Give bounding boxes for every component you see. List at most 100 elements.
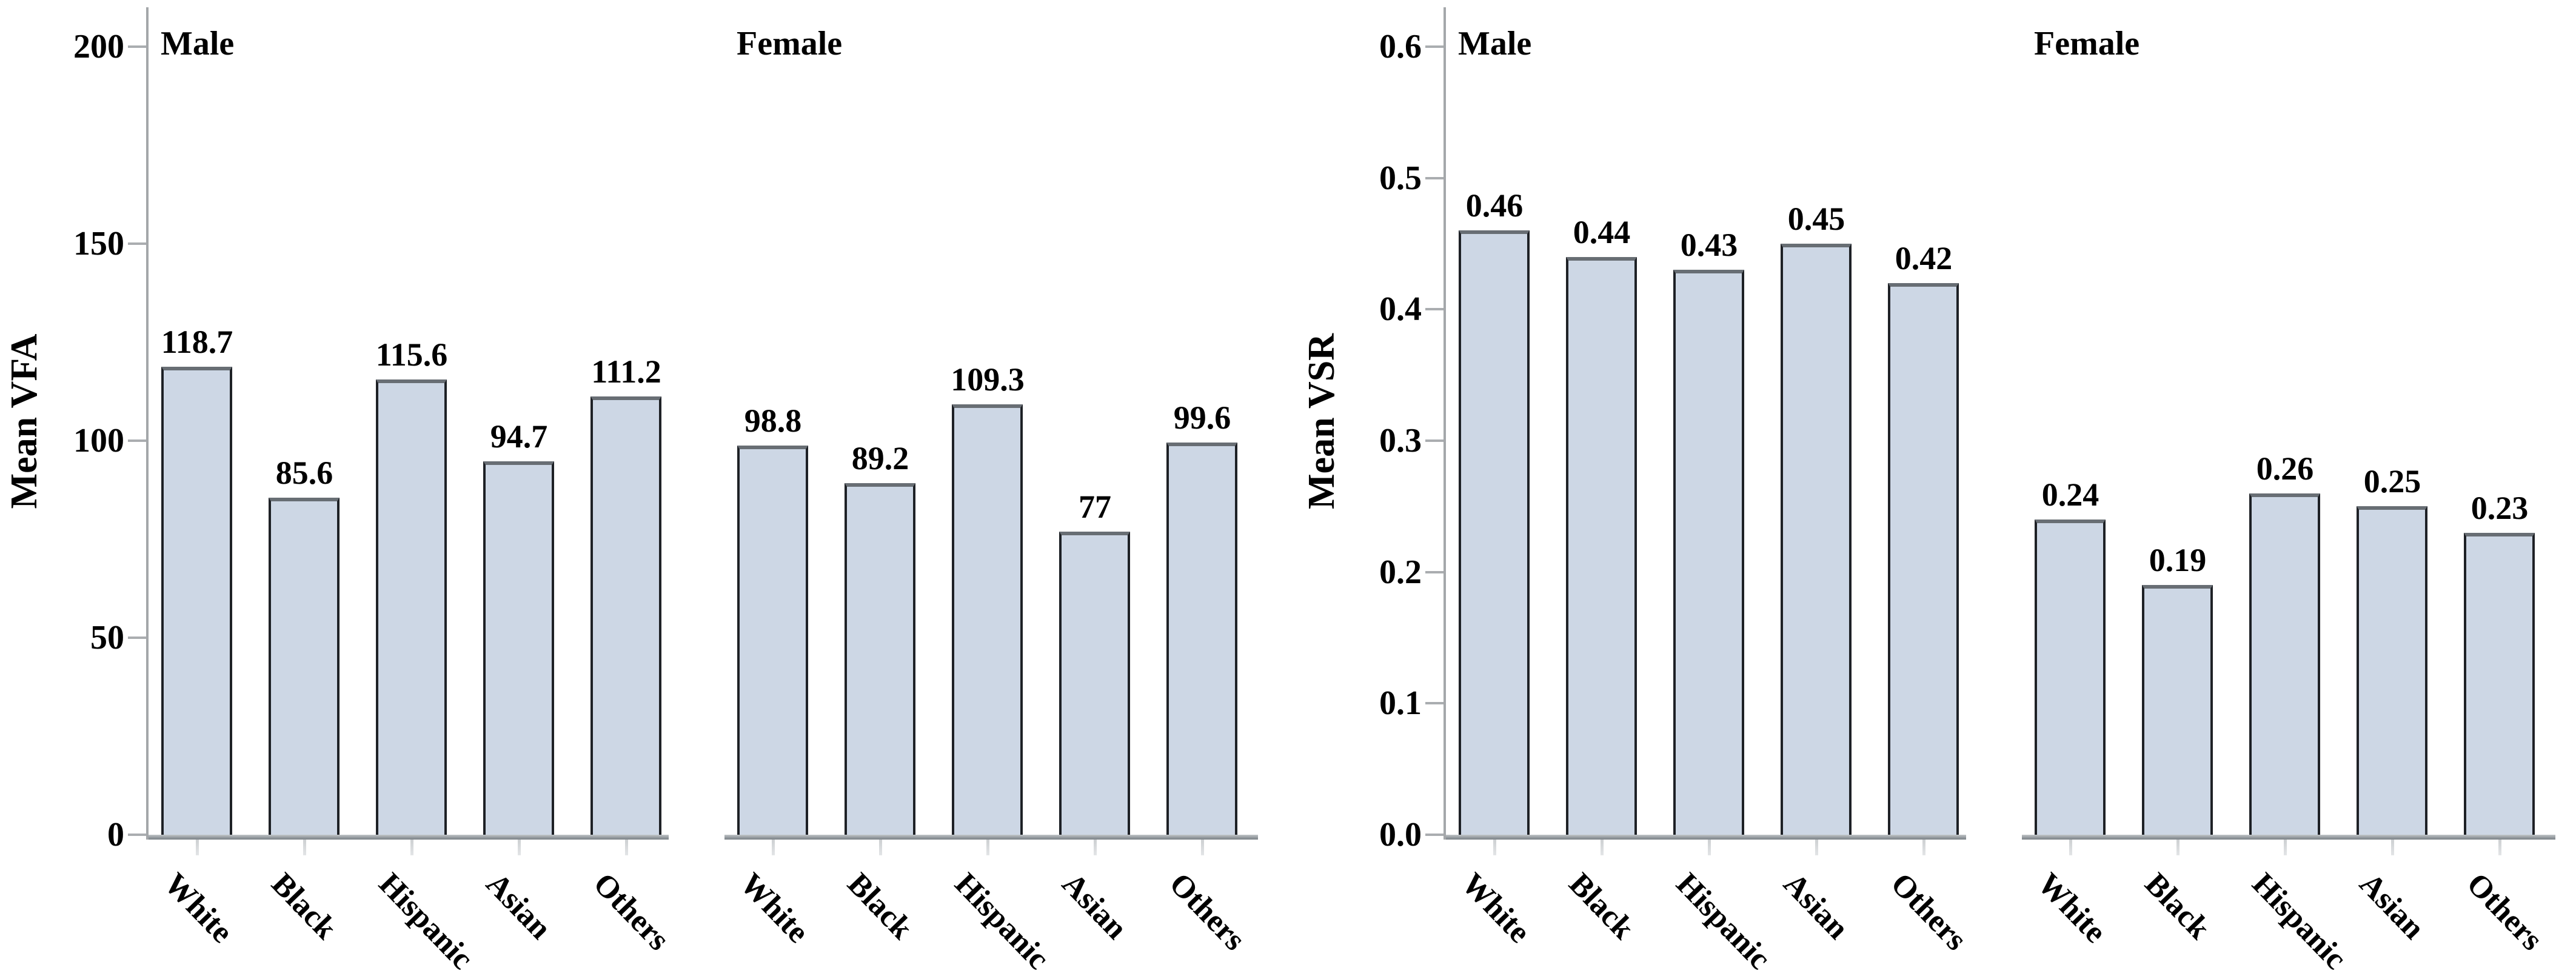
y-tick-mark — [1425, 702, 1444, 705]
x-tick-mark — [986, 840, 989, 855]
y-tick-label: 0 — [107, 816, 124, 854]
x-category-label: White — [2030, 866, 2113, 950]
y-tick-mark — [128, 439, 146, 442]
bar-value-label: 89.2 — [851, 440, 909, 477]
x-tick-mark — [303, 840, 306, 855]
bar-value-label: 77 — [1079, 488, 1111, 525]
panel-label: Male — [1458, 25, 1532, 62]
bar-black — [2142, 585, 2213, 835]
y-tick-label: 0.0 — [1379, 816, 1422, 854]
bar-value-label: 0.24 — [2041, 476, 2099, 513]
x-category-label: Others — [1884, 866, 1974, 958]
bar-value-label: 99.6 — [1173, 399, 1231, 436]
y-tick-label: 0.1 — [1379, 684, 1422, 723]
bar-value-label: 0.25 — [2363, 463, 2421, 500]
y-tick-label: 0.6 — [1379, 28, 1422, 65]
x-category-label: Black — [2138, 866, 2217, 946]
bar-others — [2464, 532, 2535, 835]
bar-others — [1888, 283, 1959, 835]
x-category-label: Black — [1562, 866, 1641, 946]
y-tick-label: 0.3 — [1379, 422, 1422, 459]
x-tick-mark — [1815, 840, 1818, 855]
y-tick-mark — [128, 637, 146, 639]
x-tick-mark — [2284, 840, 2287, 855]
bar-value-label: 0.19 — [2149, 542, 2207, 579]
x-axis-line — [1446, 835, 1966, 840]
y-tick-mark — [128, 242, 146, 245]
y-tick-mark — [1425, 176, 1444, 179]
x-tick-mark — [410, 840, 413, 855]
bar-hispanic — [2249, 493, 2320, 835]
x-tick-mark — [1601, 840, 1604, 855]
bar-value-label: 85.6 — [275, 454, 333, 491]
x-category-label: Hispanic — [1669, 866, 1778, 977]
y-tick-mark — [1425, 45, 1444, 48]
bar-value-label: 0.43 — [1680, 227, 1738, 264]
y-axis-line — [1444, 7, 1446, 840]
x-tick-mark — [2069, 840, 2072, 855]
bar-value-label: 0.45 — [1787, 201, 1845, 237]
x-tick-mark — [879, 840, 882, 855]
x-tick-mark — [1708, 840, 1711, 855]
x-category-label: Asian — [1776, 866, 1856, 946]
x-tick-mark — [1201, 840, 1204, 855]
bar-value-label: 118.7 — [161, 324, 233, 361]
x-tick-mark — [2391, 840, 2394, 855]
bar-black — [1566, 256, 1637, 835]
x-axis-line — [149, 835, 669, 840]
x-tick-mark — [1922, 840, 1925, 855]
bar-hispanic — [952, 404, 1023, 835]
y-tick-mark — [1425, 570, 1444, 573]
bar-asian — [483, 461, 554, 835]
panel-label: Female — [737, 25, 843, 62]
x-tick-mark — [196, 840, 199, 855]
bar-black — [269, 497, 340, 835]
x-tick-mark — [625, 840, 628, 855]
bar-value-label: 111.2 — [591, 353, 661, 390]
y-tick-label: 150 — [73, 225, 124, 262]
bar-hispanic — [376, 379, 447, 835]
x-axis-line — [2022, 835, 2555, 840]
y-tick-label: 50 — [90, 619, 124, 657]
bar-value-label: 0.23 — [2471, 489, 2529, 526]
bar-white — [2035, 520, 2106, 835]
y-tick-label: 0.2 — [1379, 553, 1422, 591]
bar-hispanic — [1673, 270, 1744, 835]
bar-others — [1166, 442, 1237, 835]
y-tick-mark — [1425, 834, 1444, 836]
x-axis-line — [724, 835, 1258, 840]
y-tick-mark — [1425, 308, 1444, 311]
x-category-label: Asian — [2352, 866, 2432, 946]
x-category-label: Others — [2460, 866, 2550, 958]
x-tick-mark — [772, 840, 775, 855]
y-tick-mark — [128, 45, 146, 48]
bar-value-label: 0.42 — [1895, 240, 1953, 276]
y-tick-label: 0.4 — [1379, 290, 1422, 329]
y-tick-mark — [1425, 439, 1444, 442]
x-tick-mark — [2498, 840, 2501, 855]
bar-asian — [2357, 506, 2427, 835]
bar-white — [161, 367, 232, 835]
y-axis-line — [146, 7, 149, 840]
bar-value-label: 98.8 — [744, 402, 802, 439]
panel-label: Female — [2034, 25, 2140, 62]
bar-value-label: 115.6 — [375, 336, 448, 373]
y-tick-label: 0.5 — [1379, 159, 1422, 197]
bar-asian — [1059, 531, 1130, 835]
bar-value-label: 94.7 — [490, 418, 548, 455]
x-category-label: White — [1454, 866, 1537, 950]
bar-asian — [1781, 244, 1852, 835]
x-tick-mark — [2176, 840, 2180, 855]
bar-value-label: 0.46 — [1465, 187, 1524, 224]
x-tick-mark — [1493, 840, 1496, 855]
bar-others — [590, 396, 661, 835]
x-category-label: Hispanic — [2245, 866, 2354, 977]
bar-white — [737, 445, 808, 835]
y-tick-label: 100 — [73, 422, 124, 459]
bar-value-label: 0.44 — [1573, 213, 1631, 250]
bar-white — [1459, 230, 1530, 835]
x-tick-mark — [518, 840, 521, 855]
bar-black — [845, 483, 915, 835]
